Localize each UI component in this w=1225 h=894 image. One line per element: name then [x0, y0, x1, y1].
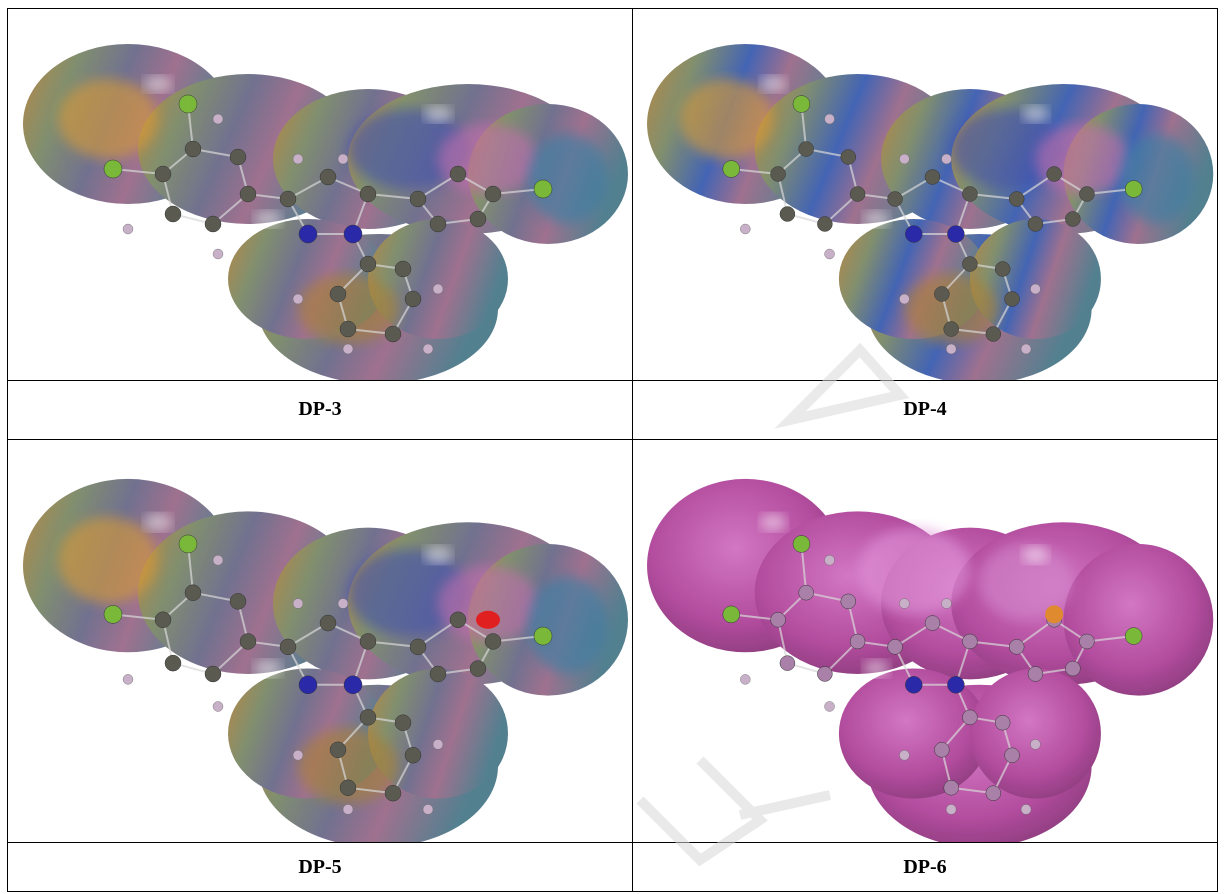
row-divider-2: [8, 439, 1217, 440]
mep-surface-dp6: [647, 478, 1214, 843]
molecule-structure: [722, 535, 1143, 815]
electrostatic-surface: [647, 44, 1214, 380]
molecule-structure: [103, 94, 553, 355]
row-divider-1: [8, 380, 1217, 381]
electrostatic-surface: [23, 44, 628, 380]
mep-surface-dp5: [23, 478, 628, 843]
panel-dp6-image: [633, 441, 1217, 843]
row-divider-3: [8, 842, 1217, 843]
molecule-structure: [103, 534, 553, 815]
column-divider: [632, 9, 633, 891]
mep-surface-dp3: [23, 44, 628, 380]
panel-dp5-image: [8, 441, 632, 843]
electrostatic-surface: [647, 478, 1214, 843]
panel-label-dp3: DP-3: [298, 398, 342, 420]
mep-surface-dp4: [647, 44, 1214, 380]
panel-label-dp6: DP-6: [903, 855, 947, 878]
molecule-structure: [722, 95, 1143, 355]
panel-dp3-image: [8, 9, 632, 380]
panel-label-dp4: DP-4: [903, 398, 947, 420]
panel-dp4-image: [633, 9, 1217, 380]
electrostatic-surface: [23, 478, 628, 843]
panel-label-dp5: DP-5: [298, 855, 342, 878]
figure-table: DP-3 DP-4 DP-5 DP-6: [7, 8, 1218, 892]
